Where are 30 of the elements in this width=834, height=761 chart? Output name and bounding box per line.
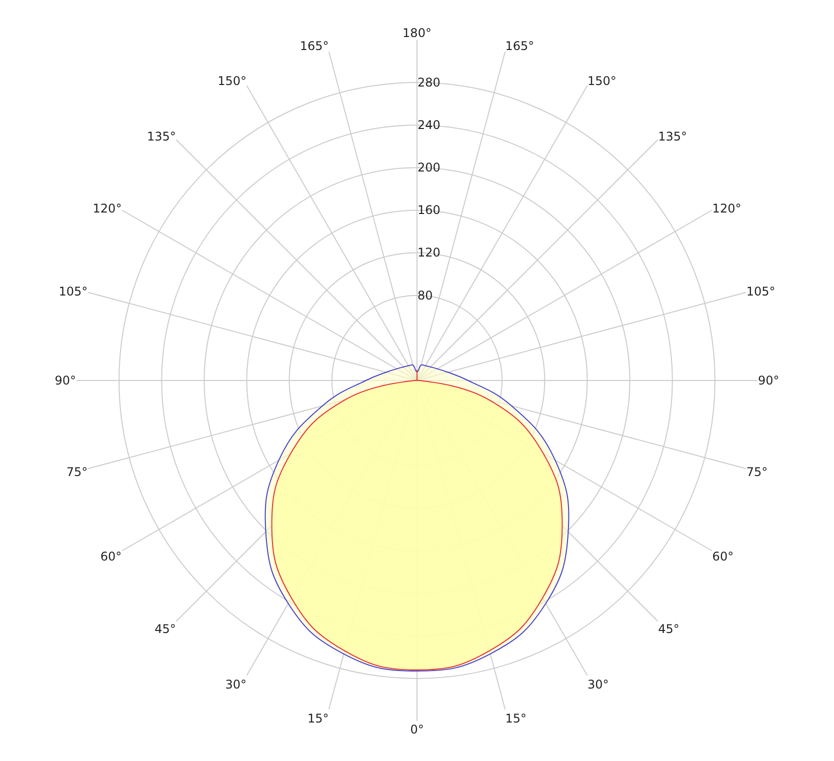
y-tick-label: 160 [418, 203, 440, 218]
spoke-label: 60° [712, 550, 734, 564]
spoke-label: 90° [758, 374, 780, 388]
y-tick-label: 280 [418, 75, 440, 90]
spoke-label: 75° [746, 464, 768, 479]
spoke-label: 165° [505, 38, 534, 53]
spoke-label: 15° [307, 712, 329, 726]
y-tick-label: 240 [418, 118, 440, 132]
spoke-label: 105° [58, 284, 88, 299]
spoke-label: 15° [505, 712, 527, 726]
y-tick-label: 200 [418, 160, 440, 175]
spoke-label: 135° [146, 130, 176, 144]
spoke-label: 30° [588, 677, 609, 692]
spoke-label: 0° [410, 722, 424, 736]
spoke-label: 150° [588, 74, 616, 88]
spoke-label: 75° [66, 464, 88, 479]
spoke-label: 165° [300, 38, 329, 53]
spoke-label: 135° [658, 130, 688, 144]
spoke-label: 45° [658, 622, 680, 636]
spoke-label: 180° [402, 26, 432, 40]
spoke-label: 45° [154, 622, 176, 636]
spoke-label: 30° [225, 677, 246, 692]
spoke-label: 90° [54, 374, 76, 388]
spoke-label: 105° [746, 284, 776, 299]
spoke-label: 120° [92, 201, 122, 216]
spoke-label: 120° [712, 201, 742, 216]
y-tick-label: 120 [418, 246, 440, 260]
spoke-label: 60° [100, 550, 122, 564]
y-tick-label: 80 [418, 288, 433, 302]
spoke-label: 150° [218, 74, 246, 88]
